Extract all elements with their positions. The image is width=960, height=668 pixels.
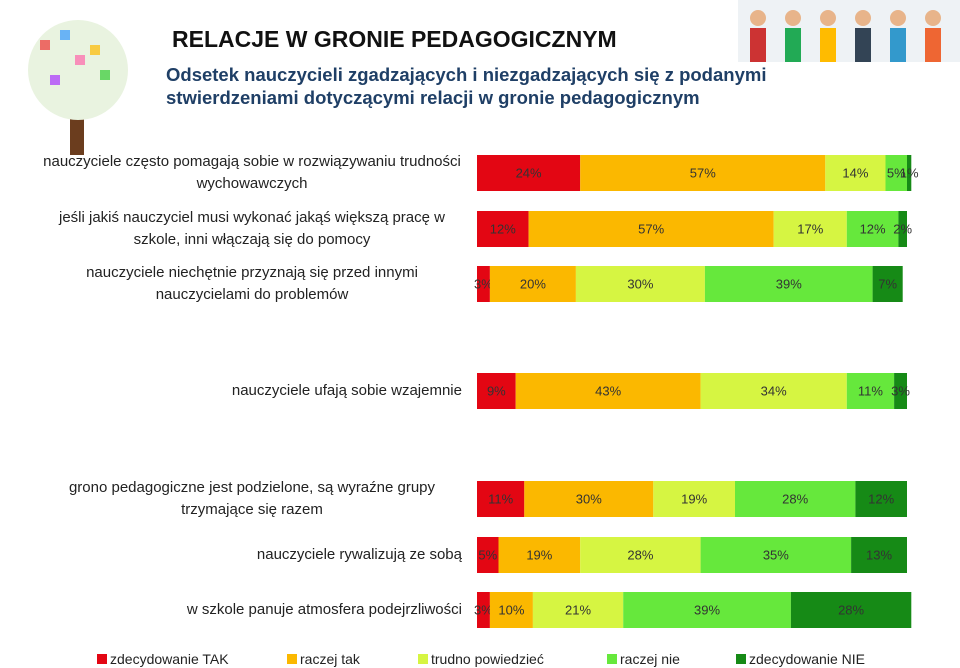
bar-segment (477, 155, 581, 191)
value-label: 11% (858, 383, 883, 398)
value-label: 30% (627, 276, 653, 291)
value-label: 7% (878, 276, 897, 291)
bar-segment (489, 592, 533, 628)
category-label: nauczyciele niechętnie przyznają się prz… (86, 264, 418, 303)
bar-segment (524, 481, 654, 517)
category-label: nauczyciele często pomagają sobie w rozw… (43, 153, 461, 192)
bar-segment (623, 592, 791, 628)
bar-segment (580, 155, 826, 191)
bar-segment (489, 266, 576, 302)
legend-label: trudno powiedzieć (431, 651, 544, 667)
value-label: 9% (487, 383, 506, 398)
bar-segment (528, 211, 774, 247)
value-label: 3% (474, 276, 493, 291)
bar-segment (515, 373, 701, 409)
bar-segment (790, 592, 912, 628)
legend-swatch (607, 654, 617, 664)
value-label: 12% (868, 491, 894, 506)
value-label: 3% (474, 602, 493, 617)
category-label: nauczyciele rywalizują ze sobą (256, 546, 462, 563)
bar-segment (735, 481, 856, 517)
legend-label: zdecydowanie TAK (110, 651, 229, 667)
value-label: 34% (761, 383, 787, 398)
value-label: 57% (690, 165, 716, 180)
legend-item: trudno powiedzieć (418, 651, 544, 667)
legend-swatch (736, 654, 746, 664)
bar-segment (477, 211, 529, 247)
legend-swatch (418, 654, 428, 664)
bar-segment (855, 481, 907, 517)
category-label: nauczyciele ufają sobie wzajemnie (231, 382, 462, 399)
bar-segment (532, 592, 624, 628)
chart-title: RELACJE W GRONIE PEDAGOGICZNYM (172, 26, 617, 52)
legend-label: raczej tak (300, 651, 360, 667)
value-label: 17% (797, 221, 823, 236)
bar-segment (704, 266, 873, 302)
bar-segment (846, 211, 899, 247)
value-label: 5% (887, 165, 906, 180)
legend-item: zdecydowanie TAK (97, 651, 229, 667)
bar-segment (825, 155, 886, 191)
bar-segment (846, 373, 895, 409)
legend-item: raczej nie (607, 651, 680, 667)
tree-illustration (28, 20, 128, 155)
legend-swatch (287, 654, 297, 664)
legend-label: zdecydowanie NIE (749, 651, 865, 667)
value-label: 28% (627, 547, 653, 562)
value-label: 14% (842, 165, 868, 180)
value-label: 35% (763, 547, 789, 562)
value-label: 28% (838, 602, 864, 617)
value-label: 5% (478, 547, 497, 562)
bar-segment (575, 266, 705, 302)
value-label: 28% (782, 491, 808, 506)
value-label: 43% (595, 383, 621, 398)
bar-segment (773, 211, 847, 247)
legend-item: zdecydowanie NIE (736, 651, 865, 667)
value-label: 19% (526, 547, 552, 562)
bar-segment (700, 373, 847, 409)
value-label: 21% (565, 602, 591, 617)
bar-segment (477, 537, 499, 573)
bar-segment (477, 373, 516, 409)
bar-segment (477, 266, 490, 302)
bar-segment (851, 537, 907, 573)
value-label: 12% (490, 221, 516, 236)
people-illustration (738, 0, 960, 62)
bar-segment (907, 155, 912, 191)
value-label: 19% (681, 491, 707, 506)
legend-item: raczej tak (287, 651, 360, 667)
value-label: 1% (900, 165, 919, 180)
value-label: 11% (488, 491, 513, 506)
value-label: 24% (516, 165, 542, 180)
bar-segment (653, 481, 735, 517)
legend-swatch (97, 654, 107, 664)
value-label: 10% (498, 602, 524, 617)
bar-segment (885, 155, 907, 191)
value-label: 57% (638, 221, 664, 236)
value-label: 3% (891, 383, 910, 398)
category-label: jeśli jakiś nauczyciel musi wykonać jaką… (59, 209, 445, 248)
bar-segment (498, 537, 581, 573)
bar-segment (477, 481, 525, 517)
legend-label: raczej nie (620, 651, 680, 667)
bar-segment (477, 592, 490, 628)
bar-segment (894, 373, 907, 409)
category-label: w szkole panuje atmosfera podejrzliwości (186, 601, 462, 618)
chart-subtitle: Odsetek nauczycieli zgadzających i niezg… (166, 64, 767, 108)
value-label: 2% (893, 221, 912, 236)
value-label: 13% (866, 547, 892, 562)
bar-segment (580, 537, 701, 573)
value-label: 30% (576, 491, 602, 506)
value-label: 39% (776, 276, 802, 291)
category-label: grono pedagogiczne jest podzielone, są w… (68, 479, 436, 518)
bar-segment (700, 537, 852, 573)
value-label: 20% (520, 276, 546, 291)
value-label: 12% (860, 221, 886, 236)
bar-segment (872, 266, 903, 302)
value-label: 39% (694, 602, 720, 617)
bar-segment (898, 211, 907, 247)
